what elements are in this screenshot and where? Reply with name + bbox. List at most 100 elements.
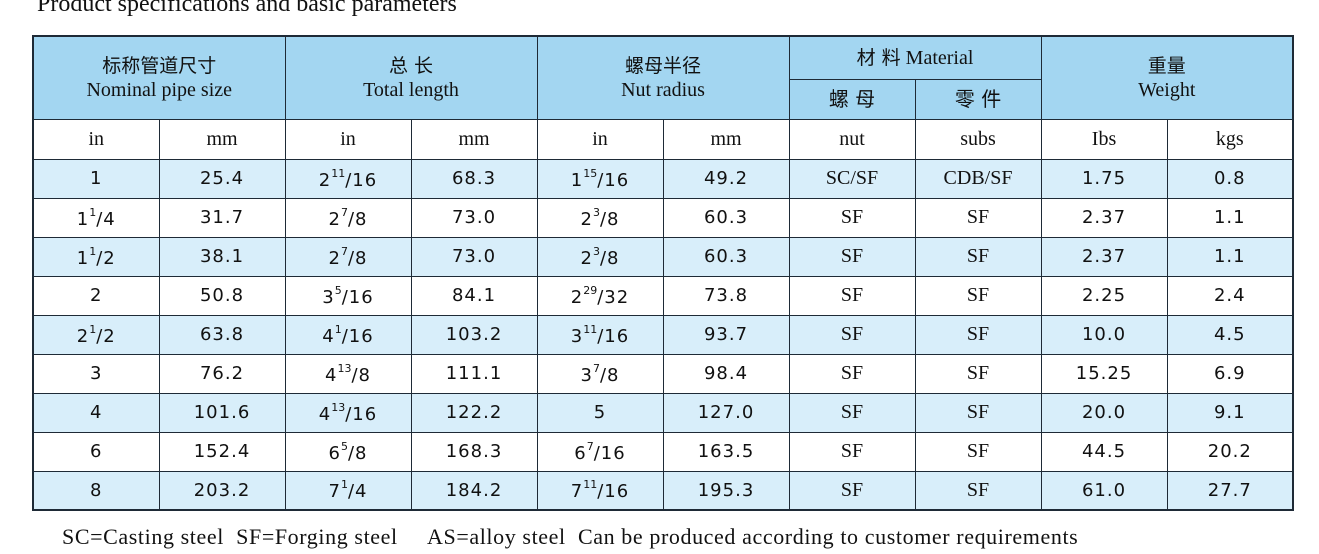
- cell: 38.1: [158, 236, 286, 277]
- cell: 203.2: [158, 470, 286, 511]
- data-row: 11/4 31.7 27/8 73.0 23/8 60.3 SF SF 2.37 1.1: [32, 197, 1294, 238]
- cell: SF: [788, 353, 916, 394]
- cell: 49.2: [662, 158, 790, 199]
- numerator: 5: [334, 283, 342, 297]
- cell: SC/SF: [788, 158, 916, 199]
- cell: 50.8: [158, 275, 286, 316]
- cell: 27.7: [1166, 470, 1294, 511]
- unit-cell: kgs: [1166, 118, 1294, 160]
- cell: 413/16: [284, 392, 412, 433]
- cell: 68.3: [410, 158, 538, 199]
- cell: 71/4: [284, 470, 412, 511]
- cell: 61.0: [1040, 470, 1168, 511]
- cell: 711/16: [536, 470, 664, 511]
- cell: 0.8: [1166, 158, 1294, 199]
- cell: 25.4: [158, 158, 286, 199]
- cell: 127.0: [662, 392, 790, 433]
- cell: 2.25: [1040, 275, 1168, 316]
- cell: 1.75: [1040, 158, 1168, 199]
- unit-cell: mm: [410, 118, 538, 160]
- numerator: 7: [586, 439, 594, 453]
- data-row: 21/2 63.8 41/16 103.2 311/16 93.7 SF SF 10.0 4.5: [32, 314, 1294, 355]
- cell: 1.1: [1166, 236, 1294, 277]
- numerator: 3: [592, 244, 600, 258]
- cell: 84.1: [410, 275, 538, 316]
- cell: 8: [32, 470, 160, 511]
- cell: 73.0: [410, 236, 538, 277]
- cell: 27/8: [284, 197, 412, 238]
- cell: 27/8: [284, 236, 412, 277]
- cell: 6.9: [1166, 353, 1294, 394]
- numerator: 7: [340, 205, 348, 219]
- denominator: /32: [597, 286, 630, 308]
- denominator: /16: [345, 403, 378, 425]
- cell: 31.7: [158, 197, 286, 238]
- numerator: 13: [331, 400, 346, 414]
- cell: 168.3: [410, 431, 538, 472]
- numerator: 1: [340, 478, 348, 492]
- denominator: /8: [599, 364, 620, 386]
- footnote: SC=Casting steel SF=Forging steel AS=all…: [62, 524, 1079, 549]
- header-cell: 标称管道尺寸 Nominal pipe size: [32, 35, 286, 120]
- cell: 115/16: [536, 158, 664, 199]
- unit-cell: mm: [158, 118, 286, 160]
- cell: 76.2: [158, 353, 286, 394]
- cell: 9.1: [1166, 392, 1294, 433]
- units-row: in mm in mm in mm nut subs Ibs kgs: [32, 118, 1294, 160]
- cell: SF: [914, 353, 1042, 394]
- cell: 37/8: [536, 353, 664, 394]
- cell: 413/8: [284, 353, 412, 394]
- denominator: /2: [96, 325, 116, 347]
- whole: 6: [574, 442, 587, 464]
- cell: 60.3: [662, 236, 790, 277]
- cell: 311/16: [536, 314, 664, 355]
- cell: SF: [788, 275, 916, 316]
- cell: 98.4: [662, 353, 790, 394]
- header-zh: 重量: [1147, 54, 1186, 77]
- cell: SF: [914, 236, 1042, 277]
- unit-cell: Ibs: [1040, 118, 1168, 160]
- unit-cell: in: [32, 118, 160, 160]
- whole: 1: [76, 208, 90, 230]
- cell: 184.2: [410, 470, 538, 511]
- data-row: 8 203.2 71/4 184.2 711/16 195.3 SF SF 61.0 27.7: [32, 470, 1294, 511]
- cell: 2.37: [1040, 197, 1168, 238]
- cell: SF: [788, 470, 916, 511]
- whole: 7: [328, 481, 341, 503]
- denominator: /8: [347, 208, 368, 230]
- numerator: 13: [337, 361, 352, 375]
- header-sub-cell: 螺 母: [788, 78, 916, 120]
- cell: 195.3: [662, 470, 790, 511]
- denominator: /16: [341, 286, 374, 308]
- numerator: 1: [334, 322, 342, 336]
- cell: 6: [32, 431, 160, 472]
- denominator: /8: [599, 247, 620, 269]
- cell: 63.8: [158, 314, 286, 355]
- cell: SF: [914, 431, 1042, 472]
- header-cell: 螺母半径 Nut radius: [536, 35, 790, 120]
- cell: SF: [914, 314, 1042, 355]
- cell: 21/2: [32, 314, 160, 355]
- denominator: /16: [597, 325, 630, 347]
- data-row: 1 25.4 211/16 68.3 115/16 49.2 SC/SF CDB/SF 1.75…: [32, 158, 1294, 199]
- cell: 2: [32, 275, 160, 316]
- whole: 2: [318, 169, 332, 191]
- cell: 1: [32, 158, 160, 199]
- unit-cell: in: [284, 118, 412, 160]
- cell: 23/8: [536, 197, 664, 238]
- cell: 20.0: [1040, 392, 1168, 433]
- denominator: /8: [347, 247, 368, 269]
- cell: 163.5: [662, 431, 790, 472]
- whole: 2: [328, 247, 341, 269]
- header-en: Weight: [1138, 78, 1196, 101]
- cell: 60.3: [662, 197, 790, 238]
- header-cell: 材 料 Material: [788, 35, 1042, 80]
- header-en: Total length: [363, 78, 459, 101]
- cell: 73.8: [662, 275, 790, 316]
- unit-cell: in: [536, 118, 664, 160]
- whole: 2: [580, 208, 593, 230]
- denominator: /8: [347, 442, 368, 464]
- header-en: Nominal pipe size: [86, 78, 233, 101]
- cell: 211/16: [284, 158, 412, 199]
